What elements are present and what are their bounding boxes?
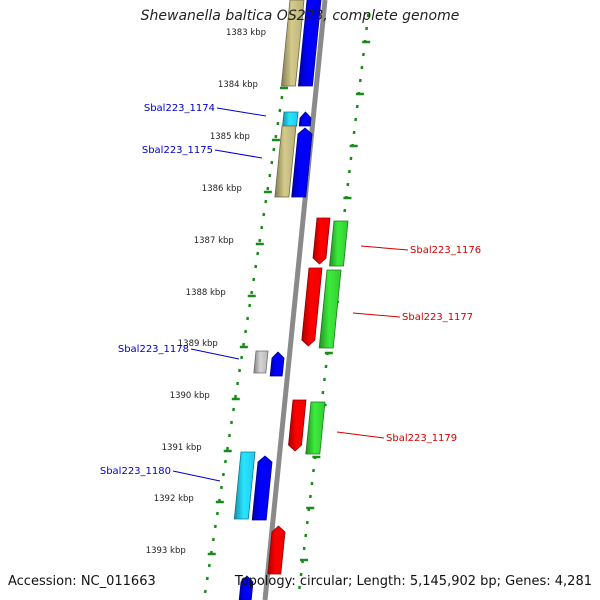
gene-label: Sbal223_1177 bbox=[402, 312, 473, 323]
gene-leader-line bbox=[336, 431, 385, 439]
ruler-label: 1387 kbp bbox=[194, 236, 234, 246]
gene-label: Sbal223_1175 bbox=[142, 145, 213, 156]
ruler-label: 1392 kbp bbox=[154, 494, 194, 504]
cog-feature bbox=[305, 401, 326, 455]
ruler-label: 1388 kbp bbox=[186, 288, 226, 298]
ruler-label: 1389 kbp bbox=[178, 339, 218, 349]
cog-feature bbox=[253, 350, 269, 374]
map-title: Shewanella baltica OS223, complete genom… bbox=[140, 8, 460, 24]
gene-label: Sbal223_1180 bbox=[100, 466, 171, 477]
gene-leader-line bbox=[216, 107, 267, 117]
gene-label: Sbal223_1179 bbox=[386, 433, 457, 444]
cog-feature bbox=[280, 0, 305, 87]
gene-leader-line bbox=[214, 149, 263, 159]
cds-feature bbox=[251, 455, 273, 521]
cds-feature bbox=[291, 127, 313, 198]
gene-label: Sbal223_1176 bbox=[410, 245, 481, 256]
gene-leader-line bbox=[190, 348, 240, 360]
ruler-label: 1391 kbp bbox=[162, 443, 202, 453]
cog-feature bbox=[282, 111, 299, 127]
cog-feature bbox=[233, 451, 256, 520]
cog-feature bbox=[329, 220, 349, 267]
cds-feature bbox=[269, 351, 285, 377]
accession-label: Accession: NC_011663 bbox=[8, 574, 156, 589]
gene-leader-line bbox=[352, 312, 401, 318]
cds-feature bbox=[267, 525, 286, 575]
cds-feature bbox=[288, 399, 307, 452]
cds-feature bbox=[301, 267, 323, 347]
topology-label: Topology: circular; Length: 5,145,902 bp… bbox=[234, 574, 592, 589]
cog-feature bbox=[274, 125, 297, 198]
cds-feature bbox=[312, 217, 331, 265]
ruler-label: 1386 kbp bbox=[202, 184, 242, 194]
cds-feature bbox=[297, 0, 322, 87]
gene-label: Sbal223_1178 bbox=[118, 344, 189, 355]
ruler-label: 1383 kbp bbox=[226, 28, 266, 38]
gene-leader-line bbox=[172, 470, 221, 482]
gene-leader-line bbox=[360, 245, 409, 251]
genome-backbone bbox=[262, 0, 328, 600]
ruler-label: 1393 kbp bbox=[146, 546, 186, 556]
ruler-label: 1384 kbp bbox=[218, 80, 258, 90]
cds-feature bbox=[298, 111, 312, 127]
gene-label: Sbal223_1174 bbox=[144, 103, 215, 114]
cds-feature bbox=[238, 575, 254, 600]
cog-feature bbox=[318, 269, 342, 349]
ruler-label: 1385 kbp bbox=[210, 132, 250, 142]
ruler-label: 1390 kbp bbox=[170, 391, 210, 401]
